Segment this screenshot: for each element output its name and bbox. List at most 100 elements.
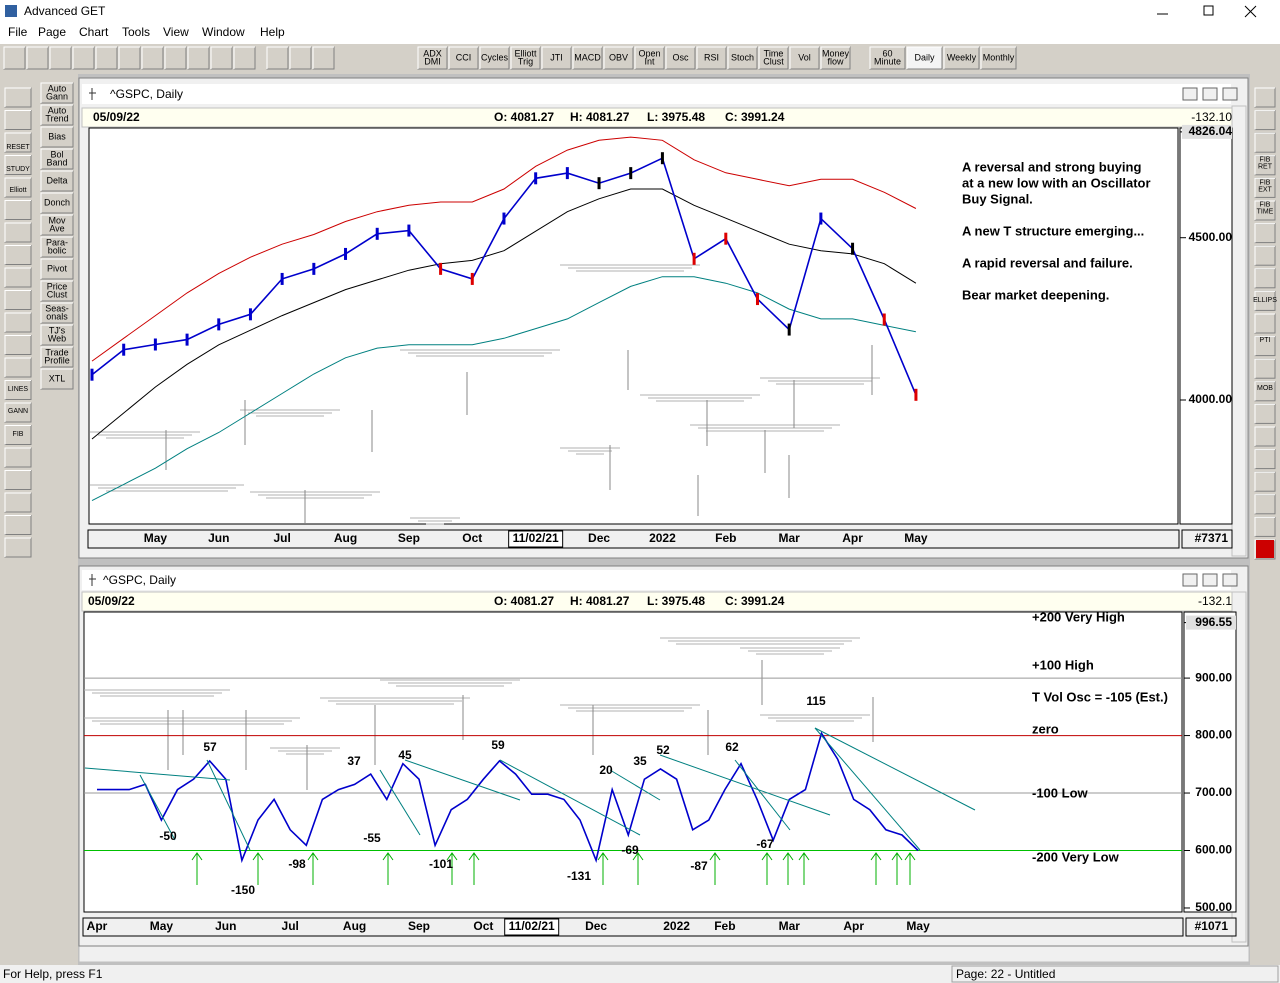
study-button-label[interactable]: OBV xyxy=(609,52,628,62)
scrollbar[interactable] xyxy=(1231,105,1247,557)
study-tool-label[interactable]: Seas- xyxy=(45,303,69,313)
close-button[interactable] xyxy=(1244,5,1257,18)
study-tool-label[interactable]: TJ's xyxy=(49,325,66,335)
tool-button[interactable] xyxy=(141,46,164,70)
period-button-label[interactable]: 60 xyxy=(882,48,892,58)
menu-item[interactable]: File xyxy=(8,25,28,39)
draw-tool[interactable] xyxy=(1254,132,1276,153)
study-button-label[interactable]: Stoch xyxy=(731,52,754,62)
tool-icon[interactable] xyxy=(4,447,32,468)
draw-tool[interactable] xyxy=(1254,494,1276,515)
draw-tool-label[interactable]: TIME xyxy=(1257,208,1274,215)
tool-button[interactable] xyxy=(312,46,335,70)
period-button-label[interactable]: Monthly xyxy=(983,52,1015,62)
study-button-label[interactable]: Open xyxy=(638,48,660,58)
study-button-label[interactable]: JTI xyxy=(550,52,563,62)
study-tool-label[interactable]: Band xyxy=(46,157,67,167)
menu-item[interactable]: Chart xyxy=(79,25,109,39)
tool-button[interactable] xyxy=(289,46,312,70)
tool-button[interactable] xyxy=(266,46,289,70)
study-button-label[interactable]: Clust xyxy=(763,56,784,66)
study-tool-label[interactable]: Profile xyxy=(44,355,70,365)
tool-button[interactable] xyxy=(95,46,118,70)
draw-tool[interactable] xyxy=(1254,516,1276,537)
study-tool-label[interactable]: Price xyxy=(47,281,68,291)
period-button-label[interactable]: Daily xyxy=(914,52,935,62)
study-tool-label[interactable]: Bias xyxy=(48,131,66,141)
study-button-label[interactable]: Osc xyxy=(672,52,689,62)
study-tool-label[interactable]: XTL xyxy=(49,373,66,383)
draw-tool[interactable] xyxy=(1254,449,1276,470)
draw-tool-label[interactable]: FIB xyxy=(1260,201,1271,208)
tool-icon[interactable] xyxy=(4,312,32,333)
menu-item[interactable]: Page xyxy=(38,25,66,39)
study-tool-label[interactable]: Para- xyxy=(46,237,68,247)
tool-button[interactable] xyxy=(118,46,141,70)
tool-icon[interactable] xyxy=(4,290,32,310)
tool-icon[interactable] xyxy=(4,245,32,265)
tool-button[interactable] xyxy=(233,46,256,70)
draw-tool-label[interactable]: MOB xyxy=(1257,385,1273,392)
window-minimize[interactable] xyxy=(1182,573,1198,587)
period-button-label[interactable]: Minute xyxy=(874,56,901,66)
study-button-label[interactable]: RSI xyxy=(704,52,719,62)
study-button-label[interactable]: CCI xyxy=(456,52,472,62)
window-close[interactable] xyxy=(1222,87,1238,101)
study-tool-label[interactable]: Ave xyxy=(49,223,64,233)
study-tool-label[interactable]: Clust xyxy=(47,289,68,299)
study-button-label[interactable]: MACD xyxy=(574,52,601,62)
tool-icon[interactable] xyxy=(4,515,32,535)
tool-icon[interactable] xyxy=(4,492,32,513)
draw-tool[interactable] xyxy=(1254,223,1276,244)
study-tool-label[interactable]: Trade xyxy=(45,347,68,357)
tool-u[interactable] xyxy=(1256,540,1274,558)
menu-item[interactable]: Tools xyxy=(122,25,150,39)
tool-button[interactable] xyxy=(49,46,72,70)
menu-item[interactable]: Window xyxy=(202,25,245,39)
study-button-label[interactable]: Cycles xyxy=(481,52,509,62)
tool-button[interactable] xyxy=(210,46,233,70)
draw-tool[interactable] xyxy=(1254,110,1276,131)
tool-icon[interactable] xyxy=(4,110,32,130)
study-button-label[interactable]: Money xyxy=(822,48,850,58)
scrollbar[interactable] xyxy=(78,945,1250,963)
study-button-label[interactable]: Time xyxy=(764,48,784,58)
draw-tool-label[interactable]: FIB xyxy=(1260,156,1271,163)
study-tool-label[interactable]: Pivot xyxy=(47,263,68,273)
tool-button[interactable] xyxy=(26,46,49,70)
draw-tool[interactable] xyxy=(1254,268,1276,289)
draw-tool[interactable] xyxy=(1254,403,1276,424)
menu-item[interactable]: Help xyxy=(260,25,285,39)
tool-button[interactable] xyxy=(164,46,187,70)
tool-icon[interactable] xyxy=(4,87,32,108)
draw-tool[interactable] xyxy=(1254,313,1276,334)
window-maximize[interactable] xyxy=(1202,573,1218,587)
study-button-label[interactable]: Vol xyxy=(798,52,811,62)
tool-button[interactable] xyxy=(3,46,26,70)
study-button-label[interactable]: Trig xyxy=(518,56,533,66)
menu-item[interactable]: View xyxy=(163,25,189,39)
draw-tool[interactable] xyxy=(1254,245,1276,266)
study-tool-label[interactable]: Auto xyxy=(48,105,67,115)
draw-tool[interactable] xyxy=(1254,358,1276,379)
window-close[interactable] xyxy=(1222,573,1238,587)
study-button-label[interactable]: ADX xyxy=(423,48,442,58)
draw-tool-label[interactable]: RET xyxy=(1258,163,1273,170)
draw-tool-label[interactable]: FIB xyxy=(1260,179,1271,186)
study-tool-label[interactable]: Donch xyxy=(44,197,70,207)
study-button-label[interactable]: Int xyxy=(644,56,655,66)
tool-button[interactable] xyxy=(72,46,95,70)
window-minimize[interactable] xyxy=(1182,87,1198,101)
tool-icon[interactable] xyxy=(4,335,32,355)
tool-icon[interactable] xyxy=(4,200,32,220)
study-tool-label[interactable]: bolic xyxy=(48,245,67,255)
study-tool-label[interactable]: Delta xyxy=(46,175,67,185)
study-tool-label[interactable]: Bol xyxy=(50,149,63,159)
tool-icon[interactable] xyxy=(4,357,32,378)
draw-tool[interactable] xyxy=(1254,471,1276,492)
restore-button[interactable] xyxy=(1203,5,1214,16)
period-button-label[interactable]: Weekly xyxy=(947,52,977,62)
tool-icon[interactable] xyxy=(4,222,32,243)
tool-icon[interactable] xyxy=(4,470,32,490)
study-tool-label[interactable]: onals xyxy=(46,311,68,321)
